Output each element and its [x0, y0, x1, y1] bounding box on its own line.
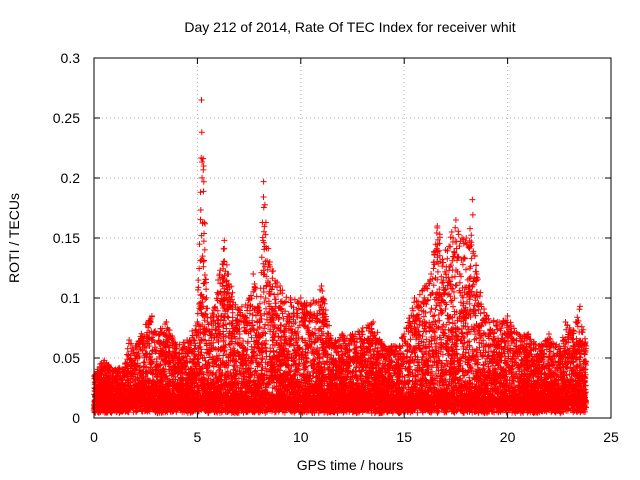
x-tick-label: 25: [603, 429, 619, 445]
y-tick-label: 0.2: [61, 170, 81, 186]
y-tick-label: 0.05: [53, 350, 80, 366]
x-tick-label: 5: [194, 429, 202, 445]
chart-title: Day 212 of 2014, Rate Of TEC Index for r…: [184, 19, 515, 35]
y-tick-label: 0.3: [61, 50, 81, 66]
x-tick-label: 10: [293, 429, 309, 445]
y-tick-label: 0: [72, 410, 80, 426]
x-tick-label: 0: [90, 429, 98, 445]
x-tick-label: 15: [396, 429, 412, 445]
roti-points: [91, 97, 590, 417]
data-points: [91, 97, 590, 417]
x-axis-label: GPS time / hours: [297, 457, 404, 473]
x-tick-label: 20: [500, 429, 516, 445]
x-tick-labels: 0 5 10 15 20 25: [90, 429, 619, 445]
y-axis-label: ROTI / TECUs: [6, 193, 22, 283]
y-tick-label: 0.15: [53, 230, 80, 246]
y-tick-labels: 0 0.05 0.1 0.15 0.2 0.25 0.3: [53, 50, 80, 426]
y-tick-label: 0.1: [61, 290, 81, 306]
y-tick-label: 0.25: [53, 110, 80, 126]
axis-ticks: [93, 57, 612, 419]
